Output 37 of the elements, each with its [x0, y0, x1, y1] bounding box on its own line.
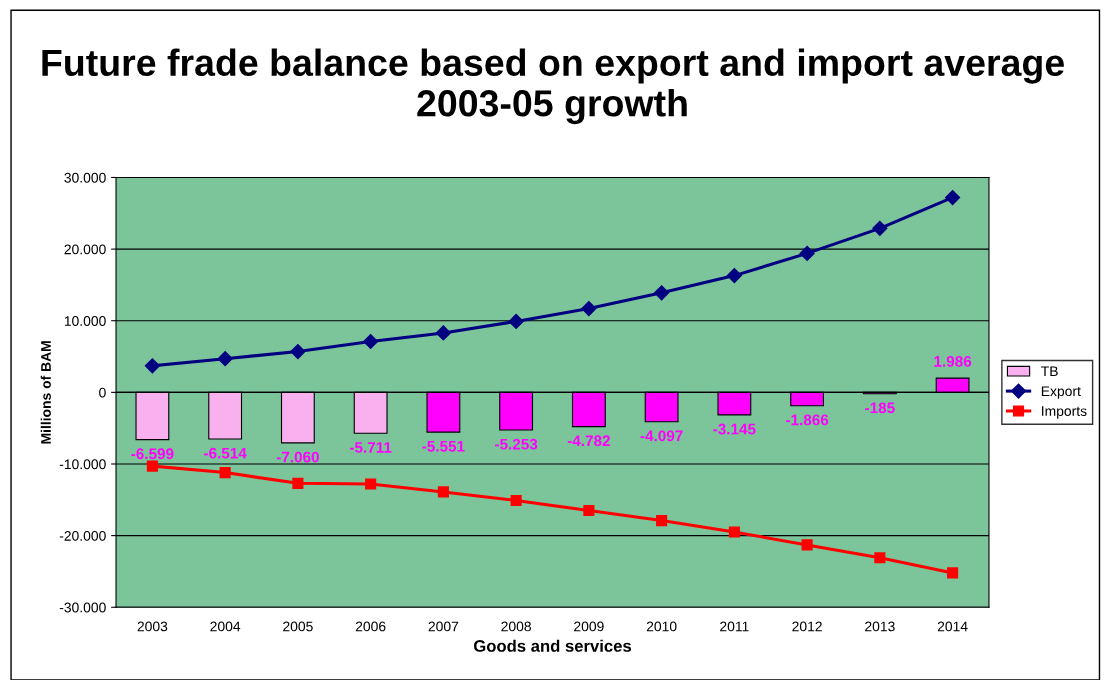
x-tick-label: 2006: [355, 621, 386, 632]
y-tick-label: 30.000: [64, 172, 106, 183]
x-tick-label: 2010: [646, 621, 677, 632]
data-label: -185: [865, 402, 895, 414]
data-label: -6.599: [131, 448, 174, 460]
x-tick-label: 2003: [137, 621, 168, 632]
data-label: -5.711: [349, 442, 392, 453]
y-axis-title: Millions of BAM: [40, 341, 51, 444]
y-tick-label: 20.000: [64, 244, 106, 255]
x-tick-label: 2005: [283, 621, 313, 632]
x-tick-label: 2007: [428, 621, 459, 632]
data-label: -5.551: [422, 441, 465, 452]
data-label: -3.145: [713, 423, 756, 435]
x-tick-label: 2009: [574, 621, 604, 632]
x-tick-label: 2008: [501, 621, 531, 632]
data-label: -1.866: [786, 414, 829, 426]
y-tick-label: 10.000: [64, 316, 106, 326]
y-tick-label: -30.000: [59, 602, 106, 613]
y-tick-label: -10.000: [59, 459, 106, 470]
data-label: -4.097: [640, 430, 683, 442]
x-tick-label: 2012: [792, 621, 822, 632]
x-tick-label: 2011: [720, 621, 749, 632]
data-label: -4.782: [567, 435, 610, 447]
legend-label: Imports: [1042, 406, 1087, 419]
data-label: 1.986: [934, 355, 972, 367]
x-tick-label: 2013: [865, 621, 895, 632]
y-tick-label: 0: [99, 387, 106, 398]
y-tick-label: -20.000: [59, 530, 106, 541]
legend-label: Export: [1041, 386, 1081, 399]
x-tick-label: 2014: [937, 621, 968, 632]
legend-label: TB: [1041, 366, 1058, 377]
data-label: -7.060: [276, 451, 319, 463]
x-tick-label: 2004: [210, 621, 241, 632]
data-label: -5.253: [495, 438, 538, 450]
x-axis-title: Goods and services: [473, 639, 632, 652]
data-label: -6.514: [204, 447, 247, 459]
chart-title: Future frade balance based on export and import average 2003-05 growth: [42, 48, 1064, 125]
